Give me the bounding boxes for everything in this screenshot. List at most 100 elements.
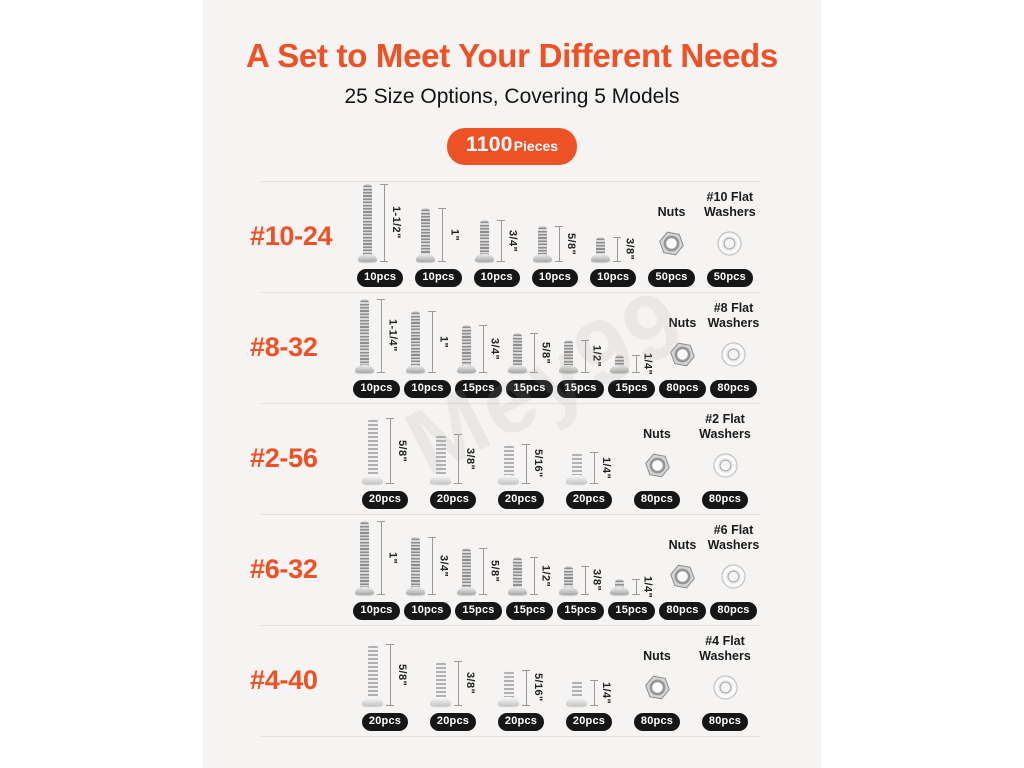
screw-cell: 1-1/4" 10pcs — [351, 292, 402, 398]
screw-graphic: 3/8" — [558, 565, 603, 595]
screw-shaft — [359, 520, 369, 588]
screw-shaft — [614, 354, 624, 366]
screw-cell: 5/8" 15pcs — [504, 292, 555, 398]
screw-body — [558, 565, 578, 595]
quantity-pill: 20pcs — [429, 712, 477, 731]
screw-cell: 5/16" 20pcs — [487, 625, 555, 731]
measure-bracket — [496, 219, 505, 262]
size-label: 1/4" — [600, 456, 612, 479]
screw-graphic: 1-1/4" — [354, 298, 399, 373]
screw-body — [358, 183, 378, 262]
quantity-pill: 20pcs — [565, 712, 613, 731]
page-subtitle: 25 Size Options, Covering 5 Models — [344, 84, 680, 108]
model-items: 1-1/4" 10pcs 1" 10pcs 3/4" 15pcs 5/8" 15pcs 1/2"… — [351, 292, 821, 403]
screw-body — [609, 354, 629, 373]
screw-cell: 1" 10pcs — [351, 514, 402, 620]
nuts-header: Nuts — [668, 538, 697, 553]
size-label: 1" — [448, 228, 461, 241]
screw-shaft — [367, 417, 378, 476]
screw-body — [566, 451, 587, 484]
hex-nut-icon — [659, 231, 684, 255]
size-label: 3/4" — [437, 554, 450, 577]
measure-bracket — [376, 298, 385, 373]
screw-body — [362, 417, 383, 484]
total-pieces-unit: Pieces — [513, 137, 559, 154]
model-label: #2-56 — [250, 442, 318, 473]
screw-cell: 1" 10pcs — [409, 181, 467, 287]
screw-head — [456, 586, 476, 595]
screw-graphic: 5/16" — [498, 669, 544, 706]
measure-bracket — [590, 679, 598, 706]
screw-shaft — [512, 556, 522, 588]
quantity-pill: 20pcs — [429, 490, 477, 509]
quantity-pill: 15pcs — [455, 379, 502, 398]
measure-bracket — [590, 451, 598, 484]
screw-head — [566, 474, 587, 484]
screw-head — [532, 253, 552, 262]
screw-cell: 3/4" 15pcs — [453, 292, 504, 398]
screw-head — [609, 586, 629, 595]
screw-graphic: 3/8" — [430, 433, 476, 484]
screw-cell: 1-1/2" 10pcs — [351, 181, 409, 287]
screw-head — [362, 474, 383, 484]
hex-nut-icon — [644, 453, 670, 477]
screw-shaft — [596, 236, 606, 255]
screw-head — [591, 253, 611, 262]
size-label: 1/4" — [641, 575, 654, 598]
hex-nut-icon — [670, 564, 695, 588]
screw-head — [354, 586, 374, 595]
nut-cell: Nuts 80pcs — [623, 403, 691, 509]
quantity-pill: 20pcs — [497, 712, 545, 731]
size-label: 1/2" — [539, 564, 552, 587]
quantity-pill: 10pcs — [404, 601, 451, 620]
measure-bracket — [380, 183, 389, 262]
quantity-pill: 80pcs — [710, 601, 757, 620]
screw-graphic: 3/8" — [591, 236, 635, 262]
nut-cell: Nuts 50pcs — [642, 181, 700, 287]
screw-graphic: 1" — [354, 520, 399, 595]
nuts-header: Nuts — [657, 205, 686, 220]
screw-graphic: 5/8" — [456, 547, 501, 595]
screw-head — [456, 364, 476, 373]
nut-graphic — [658, 230, 685, 262]
nuts-header: Nuts — [643, 427, 671, 442]
screw-head — [474, 253, 494, 262]
hex-nut-icon — [644, 675, 670, 699]
quantity-pill: 10pcs — [353, 601, 400, 620]
screw-cell: 3/4" 10pcs — [402, 514, 453, 620]
total-pieces-count: 1100 — [465, 132, 513, 156]
washer-cell: #8 Flat Washers 80pcs — [708, 292, 759, 398]
measure-bracket — [427, 536, 436, 595]
total-pieces-badge: 1100 Pieces — [446, 127, 578, 165]
model-label: #10-24 — [250, 220, 333, 251]
washers-header: #6 Flat Washers — [707, 523, 760, 553]
screw-graphic: 1/4" — [609, 575, 654, 598]
size-label: 5/8" — [396, 439, 408, 462]
screw-shaft — [503, 669, 514, 698]
infographic-panel: A Set to Meet Your Different Needs 25 Si… — [203, 0, 821, 768]
measure-bracket — [613, 236, 622, 262]
quantity-pill: 15pcs — [506, 379, 553, 398]
screw-shaft — [367, 643, 378, 698]
quantity-pill: 20pcs — [361, 490, 409, 509]
screw-head — [566, 696, 587, 706]
screw-shaft — [479, 219, 489, 255]
quantity-pill: 80pcs — [710, 379, 757, 398]
measure-bracket — [529, 556, 538, 595]
screw-graphic: 5/8" — [362, 417, 408, 484]
hex-nut-icon — [670, 342, 695, 366]
screw-shaft — [410, 536, 420, 588]
screw-graphic: 1/4" — [566, 679, 612, 706]
screw-shaft — [571, 679, 582, 698]
screw-cell: 5/16" 20pcs — [487, 403, 555, 509]
flat-washer-icon — [721, 341, 746, 367]
measure-bracket — [427, 310, 436, 373]
screw-cell: 3/8" 20pcs — [419, 625, 487, 731]
measure-bracket — [631, 578, 640, 595]
screw-body — [456, 547, 476, 595]
nut-cell: Nuts 80pcs — [657, 514, 708, 620]
size-label: 1-1/4" — [386, 319, 399, 352]
screw-head — [405, 586, 425, 595]
screw-body — [456, 324, 476, 373]
model-items: 1-1/2" 10pcs 1" 10pcs 3/4" 10pcs 5/8" 10pcs 3/8"… — [351, 181, 821, 292]
